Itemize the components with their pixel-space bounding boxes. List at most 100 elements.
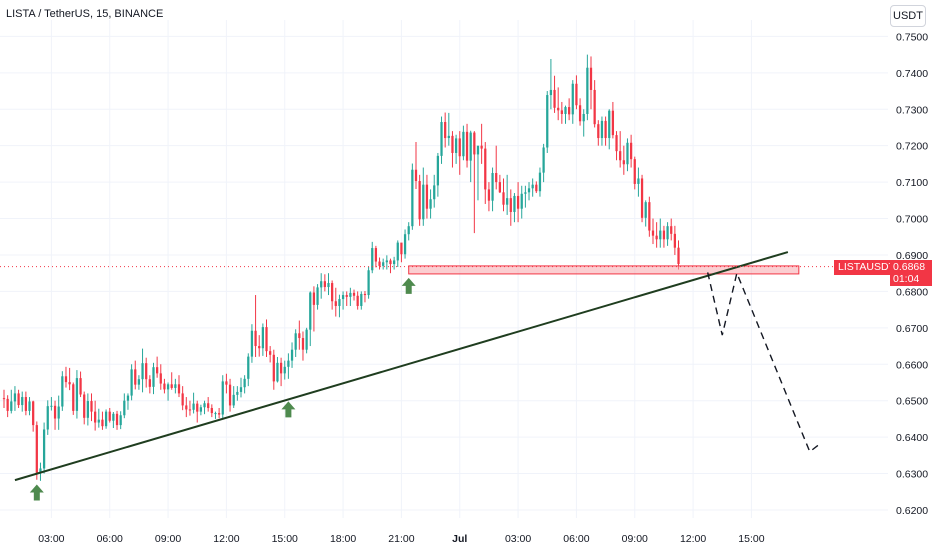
candle-body [476, 145, 480, 155]
candle-body [538, 172, 542, 192]
candle-body [659, 230, 662, 240]
candle-body [24, 397, 28, 411]
candles-layer [2, 54, 680, 481]
candle-body [564, 107, 567, 114]
candle-body [243, 378, 246, 388]
candle-body [418, 181, 421, 220]
candle-body [673, 233, 676, 248]
candle-body [513, 195, 516, 212]
candle-body [298, 333, 301, 339]
currency-button[interactable]: USDT [890, 5, 926, 27]
candle-body [542, 147, 545, 173]
candle-body [79, 378, 82, 395]
candle-body [600, 120, 604, 139]
candle-body [21, 397, 24, 406]
candle-body [345, 295, 348, 297]
candle-body [228, 384, 232, 406]
candle-body [473, 132, 476, 155]
time-tick-label: 06:00 [97, 533, 123, 545]
candle-body [425, 184, 429, 209]
candle-body [39, 468, 42, 473]
trendline [14, 251, 789, 482]
candle-body [258, 346, 261, 349]
candle-body [159, 373, 162, 384]
time-tick-label: 06:00 [563, 533, 589, 545]
candle-body [582, 113, 585, 122]
candle-body [374, 248, 378, 262]
candle-body [126, 395, 130, 401]
candle-body [677, 247, 680, 265]
candle-body [589, 67, 593, 90]
price-tick-label: 0.6400 [896, 432, 928, 444]
candle-body [531, 184, 534, 189]
candle-body [247, 356, 250, 379]
candle-body [520, 193, 523, 209]
candle-body [549, 89, 553, 96]
candle-body [320, 281, 323, 288]
candle-body [254, 330, 257, 347]
candle-body [454, 138, 458, 153]
ticker-badge: LISTAUSDT [834, 260, 899, 275]
candle-body [290, 349, 294, 361]
candle-body [112, 413, 115, 421]
candle-body [312, 292, 316, 305]
candle-body [75, 378, 79, 411]
candle-body [119, 415, 122, 426]
candle-body [101, 419, 104, 427]
candle-body [338, 299, 341, 306]
candle-body [411, 169, 414, 227]
candle-body [261, 327, 264, 349]
candle-body [349, 292, 352, 297]
candle-body [637, 178, 640, 184]
candle-body [83, 394, 86, 418]
candle-body [294, 333, 297, 350]
price-tick-label: 0.6800 [896, 286, 928, 298]
candle-body [484, 148, 487, 190]
candle-body [356, 295, 359, 306]
candle-body [86, 401, 89, 418]
candle-body [316, 287, 319, 305]
candle-body [287, 360, 290, 367]
candle-body [498, 182, 501, 193]
price-tick-label: 0.6300 [896, 469, 928, 481]
candle-body [371, 248, 374, 271]
candle-body [557, 107, 560, 111]
candle-body [608, 110, 611, 139]
candle-body [90, 401, 93, 412]
candle-body [560, 110, 563, 114]
candle-body [177, 384, 181, 394]
candle-body [447, 135, 450, 139]
candle-body [50, 405, 53, 407]
candle-body [382, 262, 385, 266]
candle-body [174, 384, 177, 388]
candle-body [166, 384, 170, 390]
candle-body [640, 178, 644, 218]
candle-body [331, 283, 334, 302]
candle-body [301, 338, 305, 350]
candle-body [163, 383, 166, 390]
candle-body [509, 198, 512, 212]
time-tick-label: 18:00 [330, 533, 356, 545]
candle-body [323, 281, 326, 288]
candle-body [94, 411, 97, 423]
candle-body [414, 169, 418, 182]
time-tick-label: 12:00 [680, 533, 706, 545]
candle-body [6, 398, 9, 411]
candle-body [145, 363, 148, 380]
price-tick-label: 0.6500 [896, 396, 928, 408]
candle-body [46, 406, 49, 430]
candle-body [53, 405, 57, 419]
candle-body [239, 387, 243, 392]
time-tick-label: 09:00 [622, 533, 648, 545]
candle-body [360, 293, 363, 306]
candle-body [42, 429, 46, 469]
candle-body [72, 384, 75, 411]
time-axis: 03:00 06:00 09:00 12:00 15:00 18:00 21:00 Jul 03… [38, 533, 764, 545]
countdown-value: 01:04 [893, 273, 920, 285]
candle-body [104, 411, 108, 427]
candle-body [451, 135, 454, 153]
candle-body [429, 199, 432, 209]
candle-body [10, 401, 13, 411]
candle-body [662, 230, 666, 240]
